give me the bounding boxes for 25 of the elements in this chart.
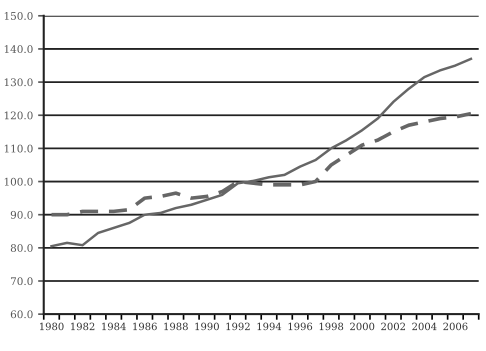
x-tick-label: 2000	[350, 322, 374, 330]
x-tick-label: 2002	[381, 322, 406, 330]
x-tick-label: 1990	[195, 322, 219, 330]
x-tick-label: 1984	[102, 322, 126, 330]
x-tick-label: 1988	[164, 322, 188, 330]
y-tick-label: 100.0	[4, 178, 33, 186]
x-tick-label: 1998	[320, 322, 344, 330]
x-tick-label: 1980	[40, 322, 64, 330]
y-tick-label: 150.0	[4, 12, 33, 20]
y-tick-label: 90.0	[10, 210, 33, 219]
y-tick-label: 130.0	[4, 78, 33, 86]
x-tick-label: 1986	[133, 322, 157, 330]
line-series	[50, 58, 472, 248]
x-tick-label: 2004	[412, 322, 437, 330]
x-tick-label: 1992	[226, 322, 250, 330]
x-tick-label: 1982	[71, 322, 94, 330]
x-tick-label: 1994	[257, 322, 282, 330]
y-tick-label: 120.0	[4, 111, 33, 120]
y-tick-label: 140.0	[4, 45, 33, 54]
y-tick-label: 60.0	[10, 310, 33, 318]
y-tick-label: 70.0	[11, 277, 33, 286]
x-tick-label: 2006	[443, 322, 468, 330]
x-tick-label: 1996	[288, 322, 312, 330]
y-tick-label: 80.0	[10, 244, 33, 252]
y-tick-label: 110.0	[4, 144, 33, 152]
